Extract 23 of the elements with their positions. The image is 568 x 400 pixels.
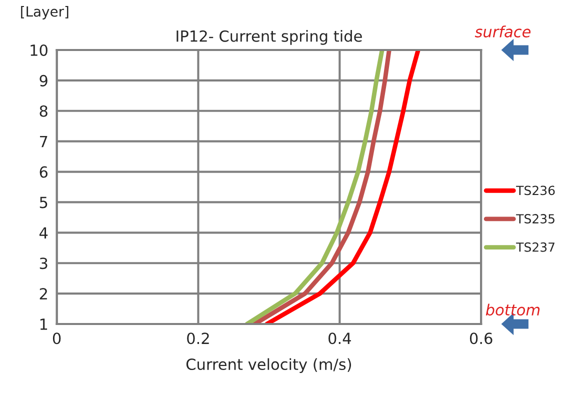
x-tick-label: 0 (52, 332, 61, 344)
line-series (264, 50, 420, 324)
y-tick-label: 3 (40, 258, 48, 270)
legend-label: TS235 (516, 214, 554, 224)
x-tick-label: 0.6 (470, 332, 492, 344)
legend-label: TS236 (516, 186, 555, 196)
y-tick-label: 10 (30, 44, 48, 56)
x-tick-label: 0.2 (187, 332, 209, 344)
y-tick-label: 9 (40, 74, 48, 86)
x-axis-title: Current velocity (m/s) (186, 358, 351, 374)
y-tick-label: 7 (40, 136, 48, 148)
text: surface (474, 26, 531, 38)
y-tick-label: 8 (40, 105, 48, 117)
y-tick-label: 1 (40, 318, 48, 330)
x-tick-label: 0.4 (328, 332, 351, 344)
y-tick-label: 5 (40, 196, 48, 208)
y-axis-title: [Layer] (21, 6, 68, 20)
legend-label: TS237 (516, 242, 554, 252)
text: bottom (486, 304, 540, 316)
chart-title: IP12- Current spring tide (176, 30, 362, 45)
y-tick-label: 6 (40, 166, 48, 178)
y-tick-label: 4 (39, 227, 48, 238)
y-tick-label: 2 (40, 288, 47, 300)
